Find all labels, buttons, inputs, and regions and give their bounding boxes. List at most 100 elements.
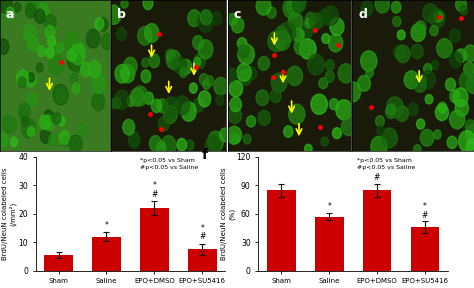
Circle shape (271, 73, 287, 92)
Text: #: # (374, 173, 380, 182)
Circle shape (453, 88, 468, 107)
Circle shape (270, 89, 281, 103)
Circle shape (64, 31, 79, 52)
Circle shape (130, 88, 144, 106)
Circle shape (78, 123, 87, 136)
Circle shape (449, 52, 462, 68)
Circle shape (188, 10, 201, 27)
Circle shape (46, 47, 54, 58)
Circle shape (385, 105, 396, 119)
Circle shape (382, 128, 397, 148)
Circle shape (418, 75, 427, 86)
Circle shape (305, 12, 317, 26)
Circle shape (193, 98, 204, 112)
Text: f: f (201, 148, 208, 162)
Circle shape (243, 134, 251, 144)
Circle shape (290, 0, 306, 12)
Circle shape (161, 136, 176, 155)
Circle shape (128, 134, 140, 148)
Circle shape (435, 104, 448, 121)
Circle shape (21, 117, 28, 126)
Circle shape (142, 58, 149, 67)
Circle shape (39, 115, 50, 130)
Circle shape (219, 128, 230, 142)
Bar (44, 255, 73, 271)
Circle shape (387, 104, 396, 115)
Circle shape (344, 82, 361, 102)
Text: *
#: * # (199, 224, 205, 241)
Circle shape (143, 0, 153, 10)
Circle shape (424, 64, 432, 74)
Circle shape (308, 54, 324, 75)
Circle shape (71, 41, 84, 59)
Circle shape (411, 24, 426, 41)
Circle shape (81, 62, 91, 77)
Circle shape (415, 21, 426, 35)
Circle shape (61, 136, 69, 146)
Circle shape (121, 64, 135, 83)
Text: *: * (104, 221, 109, 230)
Circle shape (36, 63, 43, 72)
Circle shape (123, 119, 135, 135)
Circle shape (72, 83, 80, 94)
Circle shape (321, 137, 328, 146)
Circle shape (115, 65, 129, 83)
Circle shape (69, 135, 82, 153)
Circle shape (117, 28, 127, 41)
Circle shape (274, 31, 291, 50)
Circle shape (0, 39, 9, 54)
Circle shape (25, 72, 36, 87)
Circle shape (310, 13, 323, 30)
Circle shape (329, 99, 338, 110)
Circle shape (18, 77, 26, 88)
Circle shape (45, 14, 56, 31)
Circle shape (421, 71, 436, 88)
Text: *p<0.05 vs Sham
#p<0.05 vs Saline: *p<0.05 vs Sham #p<0.05 vs Saline (140, 158, 198, 170)
Circle shape (328, 34, 343, 52)
Circle shape (228, 14, 237, 25)
Circle shape (256, 0, 271, 15)
Circle shape (420, 129, 434, 146)
Circle shape (145, 24, 159, 42)
Circle shape (166, 49, 174, 61)
Circle shape (396, 106, 409, 122)
Circle shape (417, 119, 425, 129)
Circle shape (40, 129, 51, 143)
Circle shape (112, 97, 121, 109)
Circle shape (449, 29, 460, 42)
Circle shape (396, 45, 410, 63)
Circle shape (459, 72, 474, 90)
Circle shape (6, 7, 14, 19)
Circle shape (456, 49, 466, 62)
Circle shape (25, 0, 39, 14)
Circle shape (17, 70, 28, 86)
Circle shape (177, 138, 186, 151)
Text: d: d (358, 7, 367, 20)
Circle shape (71, 44, 85, 65)
Circle shape (199, 91, 210, 107)
Circle shape (214, 77, 228, 95)
Circle shape (98, 18, 108, 31)
Circle shape (229, 80, 243, 97)
Circle shape (58, 116, 65, 126)
Circle shape (158, 117, 169, 131)
Circle shape (430, 26, 438, 36)
Circle shape (121, 0, 128, 8)
Circle shape (138, 26, 152, 45)
Circle shape (170, 58, 179, 70)
Circle shape (86, 29, 100, 48)
Circle shape (322, 34, 330, 43)
Circle shape (458, 131, 474, 152)
Circle shape (318, 10, 331, 26)
Circle shape (164, 97, 179, 117)
Circle shape (238, 44, 249, 58)
Circle shape (358, 75, 371, 91)
Circle shape (190, 83, 197, 93)
Circle shape (258, 56, 270, 70)
Circle shape (386, 97, 403, 118)
Circle shape (434, 12, 443, 22)
Circle shape (95, 18, 104, 30)
Circle shape (203, 80, 210, 89)
Circle shape (180, 59, 192, 75)
Circle shape (180, 65, 188, 76)
